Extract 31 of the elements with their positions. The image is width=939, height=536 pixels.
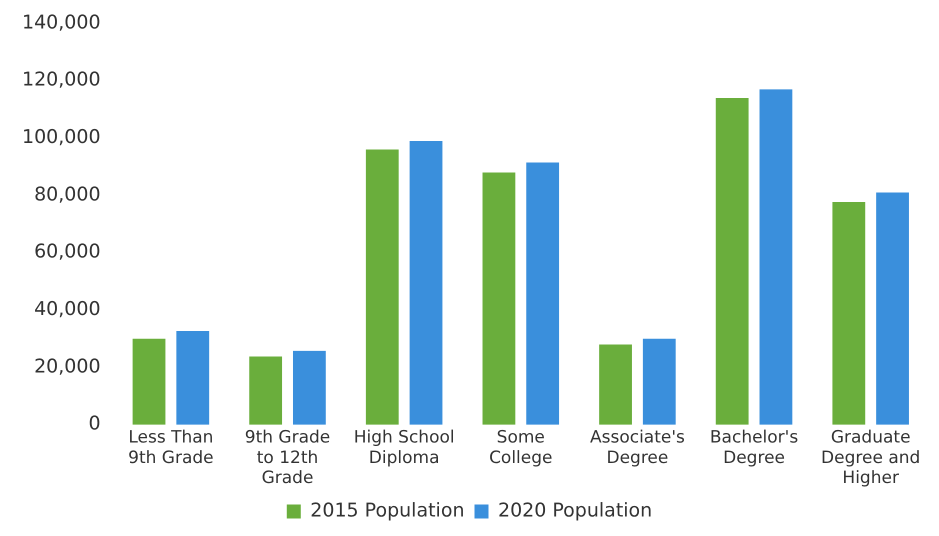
bar — [599, 344, 632, 425]
y-tick-label: 60,000 — [34, 240, 101, 263]
x-tick-label: Bachelor's Degree — [710, 427, 798, 468]
bar — [410, 140, 442, 425]
bar — [482, 172, 516, 425]
y-tick-label: 120,000 — [22, 68, 101, 91]
bar — [249, 356, 282, 425]
bar — [876, 192, 909, 425]
bar — [716, 98, 749, 425]
x-tick-label: Some College — [489, 427, 553, 468]
x-tick-label: Associate's Degree — [590, 427, 685, 468]
bar — [292, 350, 326, 425]
y-tick-label: 40,000 — [34, 298, 101, 320]
bar — [526, 162, 560, 425]
x-tick-label: Graduate Degree and Higher — [821, 427, 920, 488]
bar — [176, 331, 210, 425]
bar — [832, 202, 866, 425]
y-tick-label: 20,000 — [34, 355, 101, 378]
x-tick-label: Less Than 9th Grade — [128, 427, 214, 468]
legend-label: 2015 Population — [310, 499, 464, 522]
y-tick-label: 100,000 — [22, 126, 101, 148]
x-tick-label: High School Diploma — [354, 427, 455, 468]
bar — [366, 150, 399, 425]
y-tick-label: 0 — [88, 412, 101, 435]
x-tick-label: 9th Grade to 12th Grade — [244, 427, 330, 488]
legend-label: 2020 Population — [498, 499, 652, 522]
bar — [642, 338, 676, 425]
y-tick-label: 140,000 — [22, 11, 101, 34]
bar — [132, 338, 166, 425]
y-tick-label: 80,000 — [34, 183, 101, 206]
bar — [760, 89, 792, 425]
